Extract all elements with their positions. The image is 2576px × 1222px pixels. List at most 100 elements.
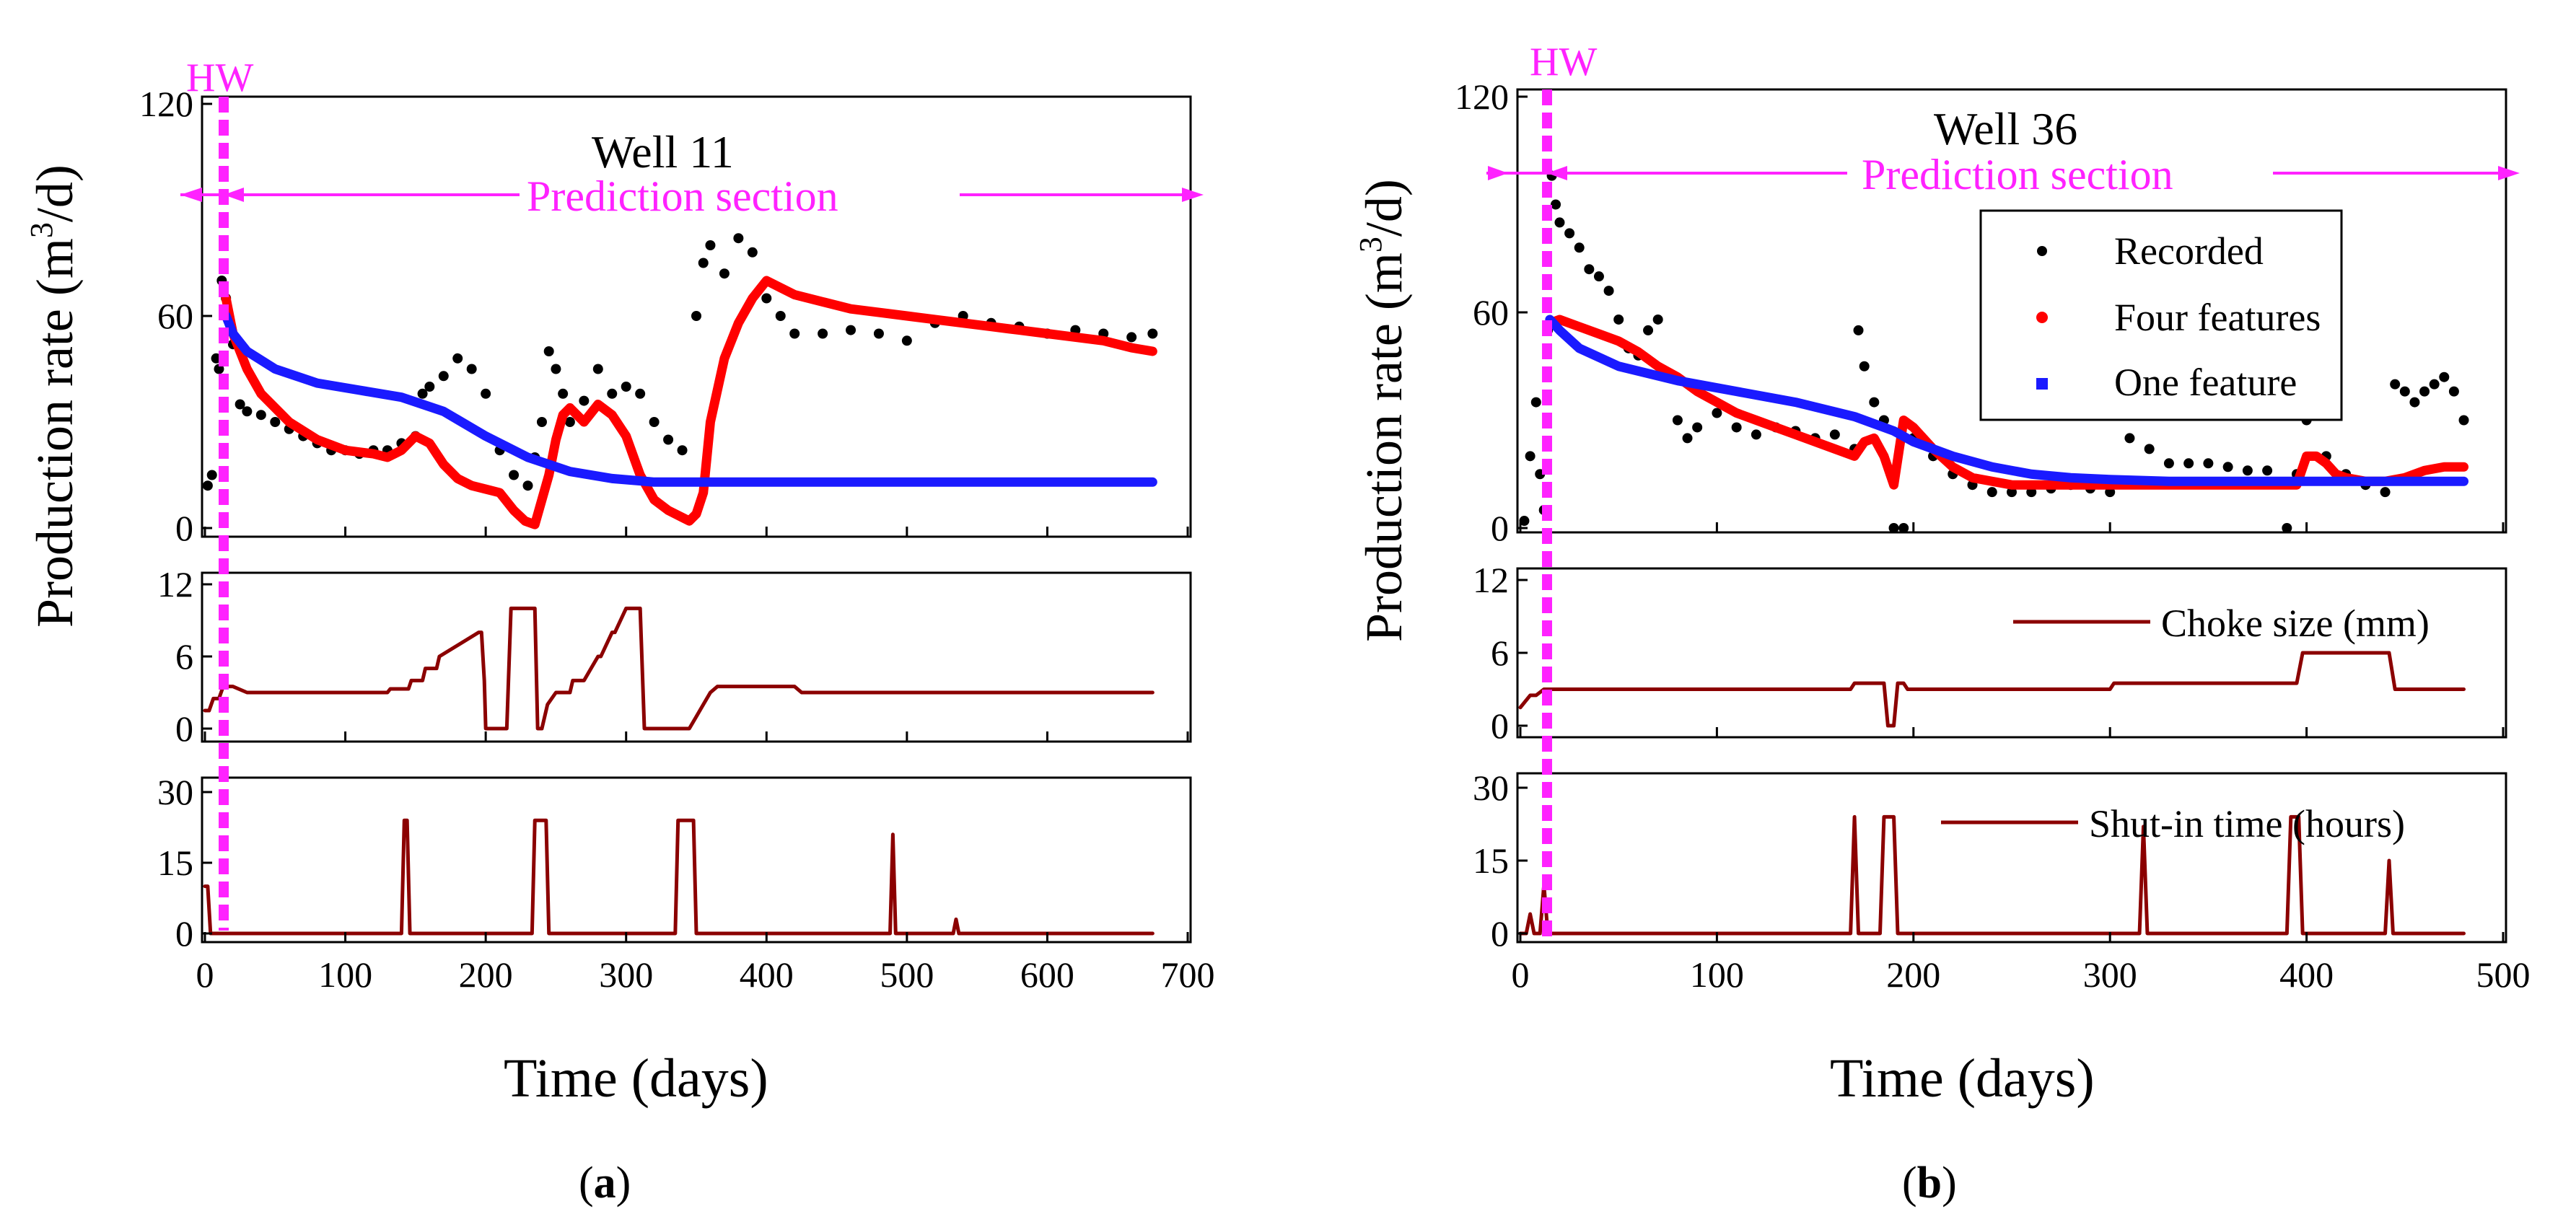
panel-a-recorded-point bbox=[424, 382, 435, 392]
panel-a-xtick-label: 0 bbox=[196, 954, 214, 995]
panel-a-xlabel: Time (days) bbox=[504, 1048, 768, 1109]
panel-b-mid-ytick-label: 0 bbox=[1491, 705, 1509, 746]
panel-a-recorded-point bbox=[775, 311, 786, 321]
panel-b-recorded-point bbox=[2262, 465, 2273, 476]
panel-b-recorded-point bbox=[1986, 487, 1997, 498]
panel-a-caption: (a) bbox=[579, 1159, 631, 1208]
panel-b-recorded-point bbox=[1593, 271, 1604, 282]
panel-a-recorded-point bbox=[202, 480, 213, 491]
panel-b-xlabel: Time (days) bbox=[1830, 1048, 2095, 1109]
panel-b-recorded-point bbox=[1525, 451, 1535, 462]
panel-b-xtick-label: 300 bbox=[2083, 954, 2137, 995]
panel-a-recorded-point bbox=[677, 445, 688, 456]
panel-b-recorded-point bbox=[2242, 465, 2253, 476]
panel-b-recorded-point bbox=[2282, 523, 2292, 533]
panel-a-recorded-point bbox=[579, 395, 590, 406]
panel-a-hw-label: HW bbox=[186, 56, 253, 100]
panel-b-recorded-point bbox=[2429, 379, 2440, 390]
panel-b-choke-size-mm-line bbox=[1518, 651, 2466, 728]
panel-a-recorded-point bbox=[649, 417, 660, 427]
panel-a-recorded-point bbox=[846, 325, 857, 335]
panel-b-recorded-point bbox=[2390, 379, 2401, 390]
panel-a-recorded-point bbox=[270, 417, 281, 427]
panel-a-recorded-point bbox=[691, 311, 701, 321]
panel-b-recorded-point bbox=[1829, 429, 1840, 440]
panel-b-recorded-point bbox=[1519, 516, 1530, 527]
panel-a-bot-series bbox=[203, 818, 1155, 936]
panel-a-recorded-point bbox=[733, 233, 744, 244]
panel-b-recorded-point bbox=[2144, 444, 2155, 454]
panel-b-recorded-point bbox=[1643, 325, 1654, 335]
panel-a-section-label: Prediction section bbox=[527, 172, 838, 220]
panel-a-recorded-point bbox=[1126, 332, 1137, 343]
panel-b-legend-recorded: Recorded bbox=[2114, 229, 2264, 273]
panel-b-mid-ytick-label: 12 bbox=[1473, 560, 1509, 600]
panel-b-recorded-point bbox=[2419, 386, 2430, 397]
panel-b-legend-one-marker bbox=[2036, 378, 2048, 390]
panel-b-four-features-line bbox=[1545, 315, 2469, 490]
panel-b-recorded-point bbox=[1869, 397, 1880, 408]
panel-b-choke-legend: Choke size (mm) bbox=[2161, 602, 2430, 645]
panel-a-recorded-point bbox=[255, 410, 266, 421]
panel-a-section-arrowhead-left-a bbox=[180, 188, 202, 202]
panel-a-bot-ytick-label: 30 bbox=[157, 772, 193, 812]
panel-a-title: Well 11 bbox=[592, 126, 734, 177]
panel-a-choke-size-mm-line bbox=[203, 606, 1155, 731]
panel-a-shut-in-time-hours-line bbox=[203, 818, 1155, 936]
panel-a-recorded-point bbox=[592, 364, 603, 374]
panel-a-four-features-line bbox=[221, 276, 1157, 529]
panel-b-xtick-label: 100 bbox=[1690, 954, 1744, 995]
panel-b-legend-four: Four features bbox=[2114, 296, 2321, 339]
panel-a-bot-frame bbox=[201, 776, 1192, 944]
panel-b-bot-ytick-label: 15 bbox=[1473, 840, 1509, 881]
panel-a-recorded-point bbox=[747, 247, 758, 258]
panel-a-recorded-point bbox=[607, 388, 618, 399]
panel-b-hw-label: HW bbox=[1530, 40, 1597, 84]
panel-a-recorded-point bbox=[452, 353, 463, 364]
panel-b-recorded-point bbox=[1898, 523, 1909, 533]
panel-b-section-arrowhead-left-b bbox=[1547, 166, 1567, 180]
panel-a-xtick-label: 100 bbox=[318, 954, 372, 995]
panel-a-xtick-label: 300 bbox=[599, 954, 653, 995]
panel-b-xtick-label: 400 bbox=[2279, 954, 2334, 995]
panel-a-recorded-point bbox=[873, 328, 884, 339]
panel-b-shut-in-time-hours-line bbox=[1518, 814, 2466, 936]
panel-b-legend-four-marker bbox=[2036, 312, 2048, 323]
panel-a-mid-series bbox=[203, 606, 1155, 731]
panel-b-section-label: Prediction section bbox=[1862, 151, 2173, 198]
panel-b-recorded-point bbox=[1712, 408, 1722, 418]
panel-a-mid-ytick-label: 0 bbox=[175, 708, 193, 749]
panel-b-shutin-legend: Shut-in time (hours) bbox=[2089, 802, 2405, 845]
panel-b-recorded-point bbox=[1603, 286, 1614, 296]
panel-b-recorded-point bbox=[2439, 372, 2450, 382]
panel-b-recorded-point bbox=[2183, 458, 2194, 469]
panel-a-recorded-point bbox=[621, 382, 631, 392]
panel-b-recorded-point bbox=[1731, 422, 1742, 433]
panel-b-top-ytick-label: 0 bbox=[1491, 508, 1509, 548]
panel-b-recorded-point bbox=[1682, 433, 1693, 444]
panel-a-mid-ytick-label: 12 bbox=[157, 564, 193, 605]
panel-a-recorded-point bbox=[206, 470, 217, 480]
panel-a-recorded-point bbox=[509, 470, 520, 480]
panel-a-top-ytick-label: 60 bbox=[157, 296, 193, 336]
panel-b-recorded-point bbox=[1554, 217, 1565, 228]
panel-b-bot-series bbox=[1518, 814, 2466, 936]
panel-a-xtick-label: 400 bbox=[740, 954, 794, 995]
panel-b-recorded-point bbox=[2380, 487, 2391, 498]
panel-b-bot-frame bbox=[1516, 772, 2507, 944]
panel-b-recorded-point bbox=[2124, 433, 2135, 444]
panel-b-recorded-point bbox=[2409, 397, 2420, 408]
panel-a-ylabel: Production rate (m3/d) bbox=[24, 164, 84, 628]
panel-a-recorded-point bbox=[719, 268, 730, 279]
panel-a-recorded-point bbox=[242, 406, 253, 417]
panel-b-recorded-point bbox=[1584, 264, 1595, 275]
panel-a-recorded-point bbox=[635, 388, 646, 399]
panel-b-recorded-point bbox=[2458, 415, 2469, 426]
panel-b-recorded-point bbox=[1530, 397, 1541, 408]
panel-a-recorded-point bbox=[564, 417, 575, 427]
panel-a-recorded-point bbox=[466, 364, 477, 374]
panel-b-recorded-point bbox=[1551, 199, 1561, 210]
panel-a-one-feature-line bbox=[221, 311, 1157, 487]
